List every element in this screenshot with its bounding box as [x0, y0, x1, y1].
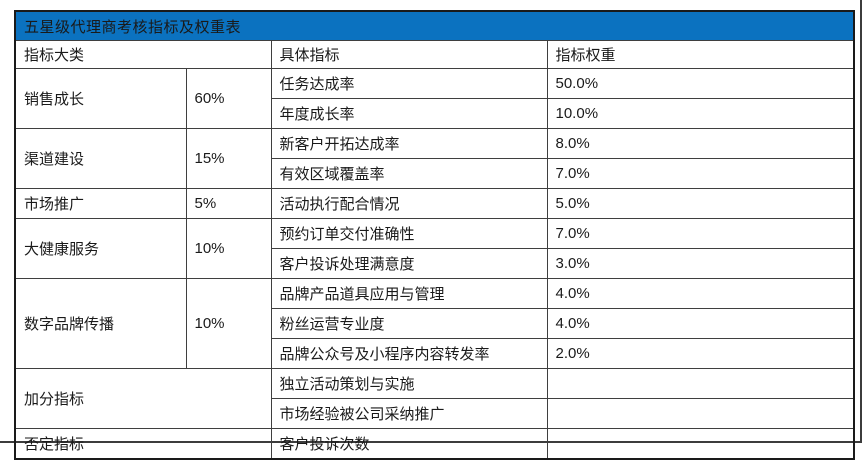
table-row: 客户投诉处理满意度 3.0%	[15, 248, 855, 279]
indicator-cell: 品牌产品道具应用与管理	[270, 278, 548, 309]
weight-cell: 7.0%	[546, 218, 855, 249]
weight-cell: 2.0%	[546, 338, 855, 369]
weight-cell: 7.0%	[546, 158, 855, 189]
indicator-cell: 有效区域覆盖率	[270, 158, 548, 189]
table-row: 加分指标 独立活动策划与实施	[14, 368, 855, 429]
col-header-weight: 指标权重	[546, 40, 855, 69]
table-row: 否定指标 客户投诉次数	[14, 428, 855, 460]
table-row: 有效区域覆盖率 7.0%	[15, 158, 855, 189]
assessment-table: 五星级代理商考核指标及权重表 指标大类 具体指标 指标权重 销售成长 60% 任…	[14, 10, 856, 460]
category-cell: 否定指标	[14, 428, 272, 460]
indicator-cell: 预约订单交付准确性	[270, 218, 548, 249]
category-percent-cell: 10%	[185, 218, 272, 279]
weight-cell: 4.0%	[546, 278, 855, 309]
category-percent-cell: 10%	[185, 278, 272, 369]
indicator-cell: 客户投诉次数	[270, 428, 548, 460]
col-header-category: 指标大类	[14, 40, 272, 69]
table-row: 数字品牌传播 10% 品牌产品道具应用与管理 4.0%	[14, 278, 855, 369]
table-row: 渠道建设 15% 新客户开拓达成率 8.0%	[14, 128, 855, 189]
indicator-cell: 任务达成率	[270, 68, 548, 99]
category-percent-cell: 5%	[185, 188, 272, 219]
indicator-cell: 品牌公众号及小程序内容转发率	[270, 338, 548, 369]
category-percent-cell: 15%	[185, 128, 272, 189]
category-cell: 渠道建设	[14, 128, 187, 189]
category-cell: 大健康服务	[14, 218, 187, 279]
weight-cell: 4.0%	[546, 308, 855, 339]
table-title-row: 五星级代理商考核指标及权重表	[14, 10, 855, 41]
table-title: 五星级代理商考核指标及权重表	[14, 10, 855, 41]
table-row: 年度成长率 10.0%	[15, 98, 855, 129]
weight-cell	[546, 428, 855, 460]
indicator-cell: 客户投诉处理满意度	[270, 248, 548, 279]
table-row: 市场推广 5% 活动执行配合情况 5.0%	[14, 188, 855, 219]
category-cell: 加分指标	[14, 368, 272, 429]
category-cell: 市场推广	[14, 188, 187, 219]
weight-cell: 3.0%	[546, 248, 855, 279]
table-row: 市场经验被公司采纳推广	[15, 398, 855, 429]
indicator-cell: 独立活动策划与实施	[270, 368, 548, 399]
weight-cell: 5.0%	[546, 188, 855, 219]
indicator-cell: 市场经验被公司采纳推广	[270, 398, 548, 429]
indicator-cell: 活动执行配合情况	[270, 188, 548, 219]
table-row: 粉丝运营专业度 4.0%	[15, 308, 855, 339]
weight-cell: 8.0%	[546, 128, 855, 159]
weight-cell	[546, 398, 855, 429]
col-header-indicator: 具体指标	[270, 40, 548, 69]
category-percent-cell: 60%	[185, 68, 272, 129]
indicator-cell: 新客户开拓达成率	[270, 128, 548, 159]
table-row: 品牌公众号及小程序内容转发率 2.0%	[15, 338, 855, 369]
indicator-cell: 年度成长率	[270, 98, 548, 129]
table-row: 大健康服务 10% 预约订单交付准确性 7.0%	[14, 218, 855, 279]
category-cell: 销售成长	[14, 68, 187, 129]
column-header-row: 指标大类 具体指标 指标权重	[14, 40, 855, 69]
weight-cell: 50.0%	[546, 68, 855, 99]
table-row: 销售成长 60% 任务达成率 50.0%	[14, 68, 855, 129]
indicator-cell: 粉丝运营专业度	[270, 308, 548, 339]
category-cell: 数字品牌传播	[14, 278, 187, 369]
weight-cell	[546, 368, 855, 399]
weight-cell: 10.0%	[546, 98, 855, 129]
